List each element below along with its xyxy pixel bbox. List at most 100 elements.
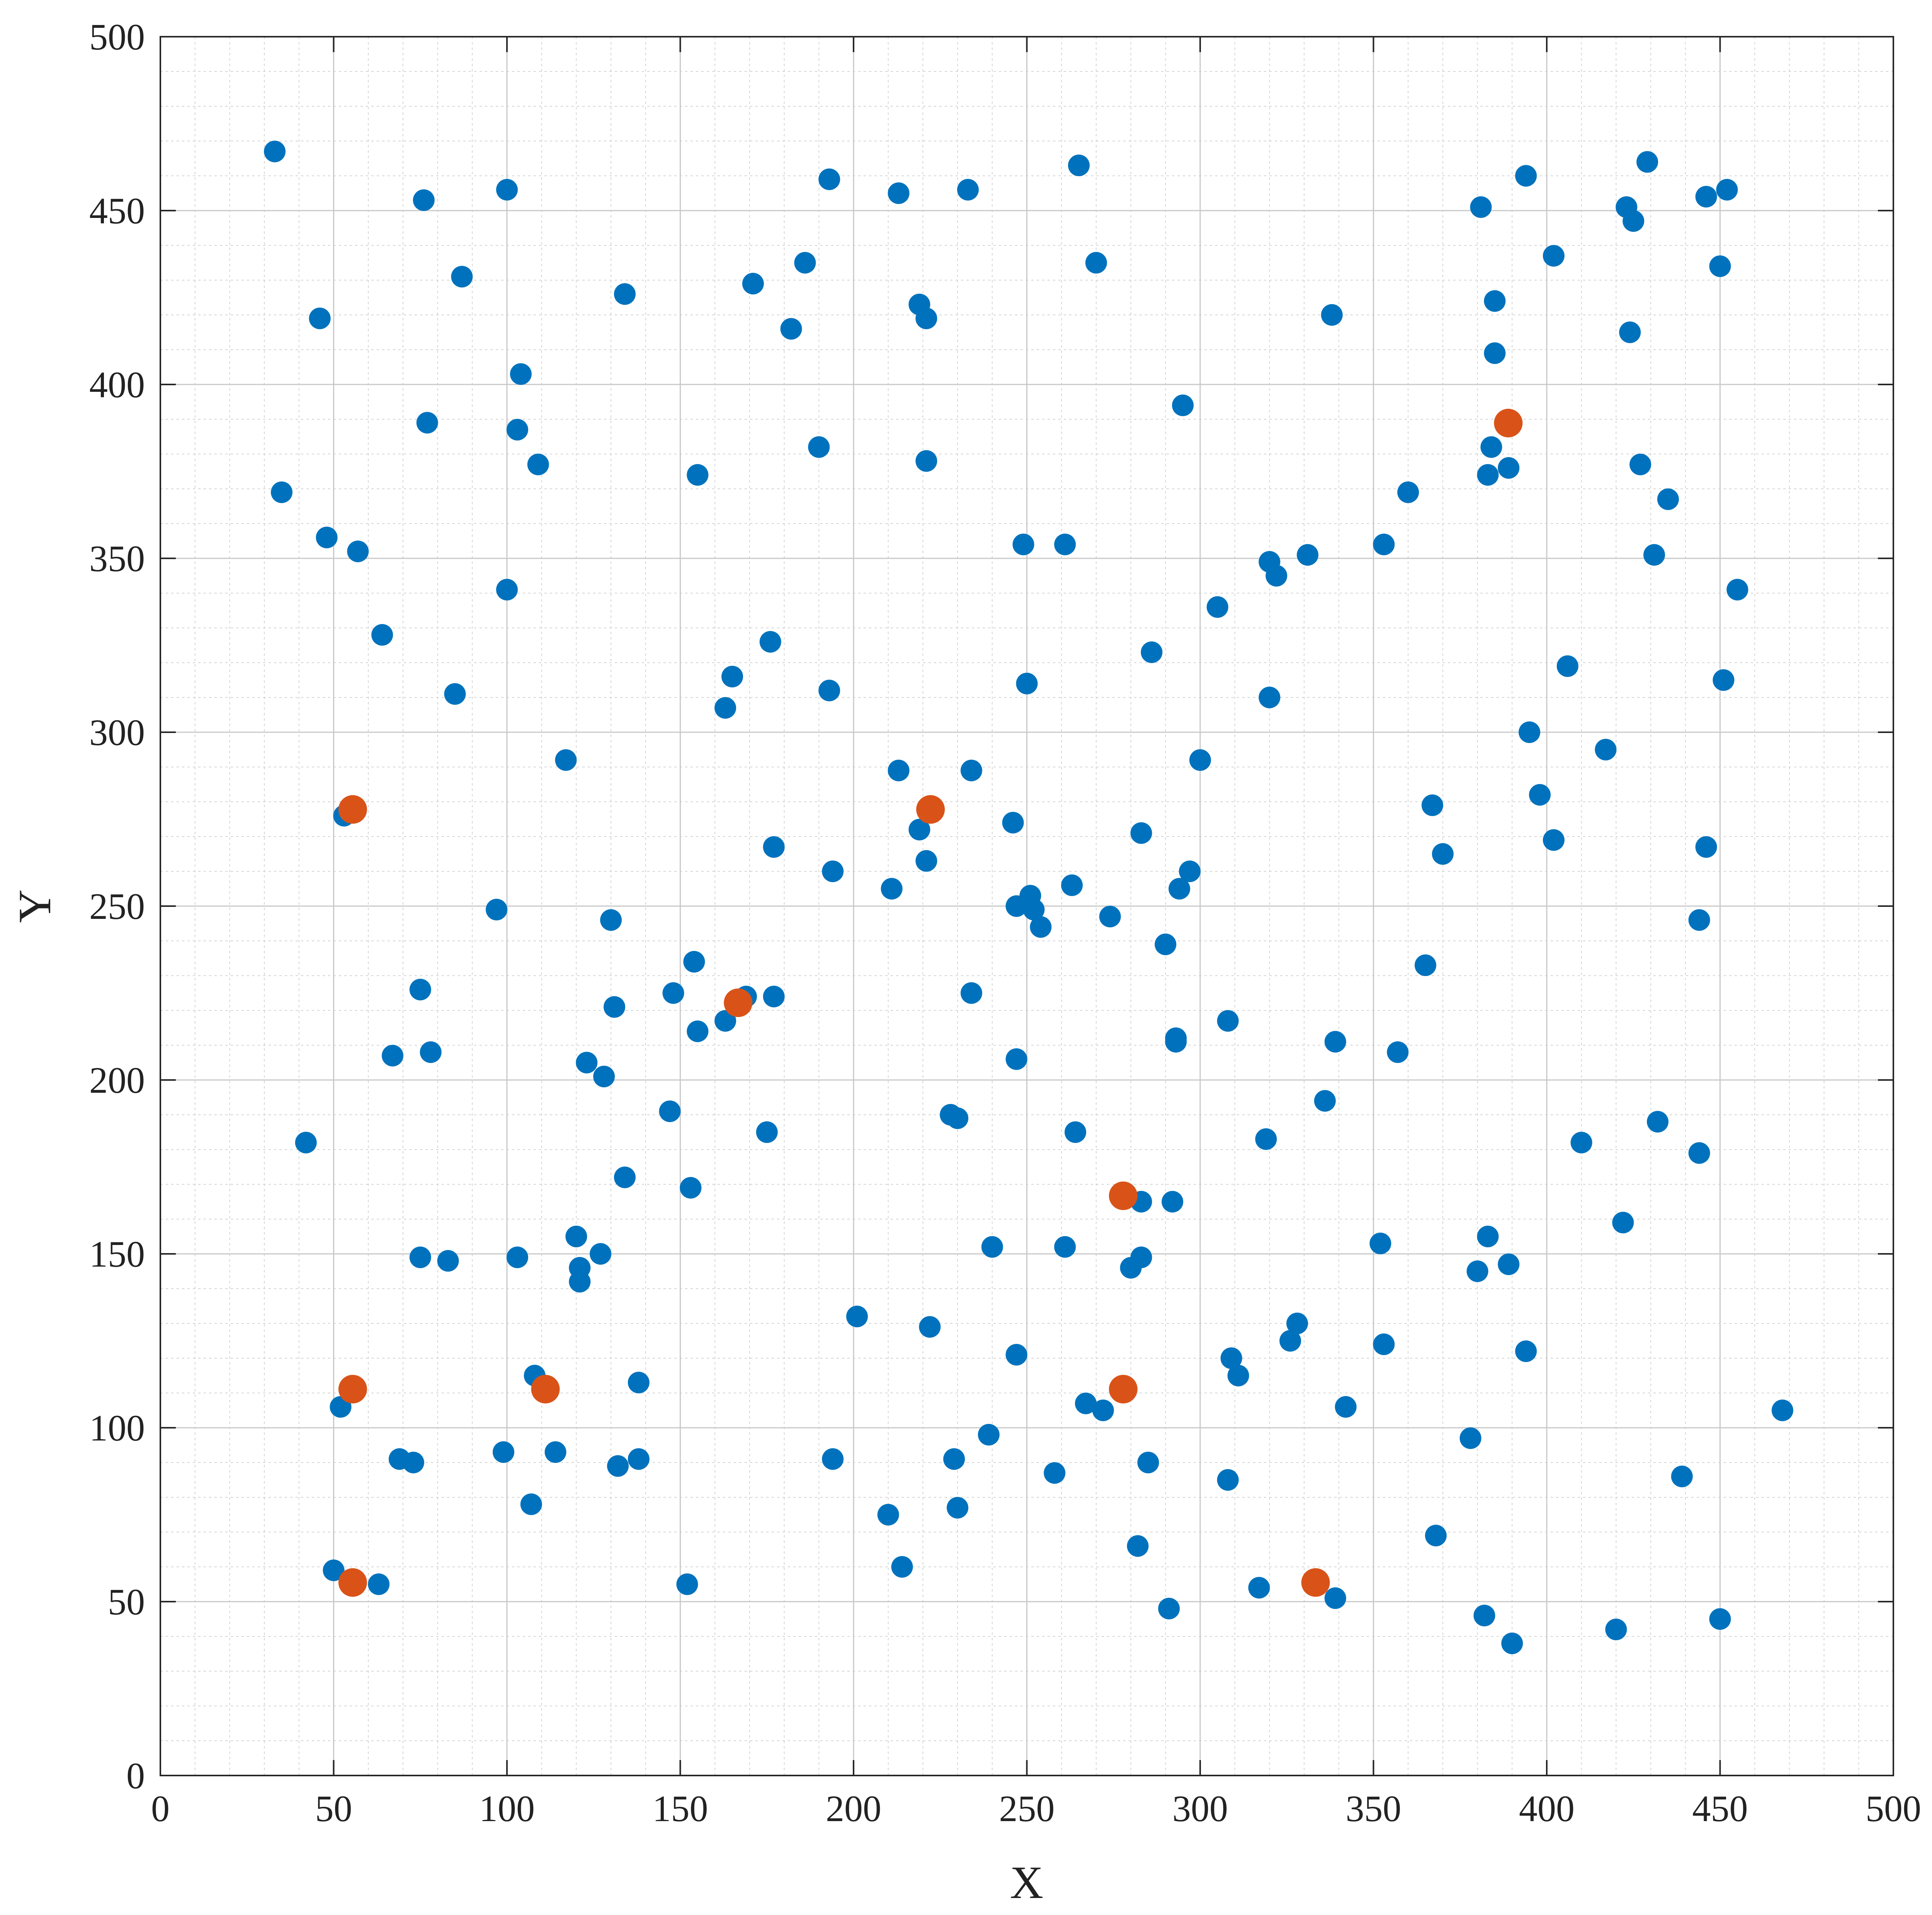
data-point [659, 1100, 681, 1122]
data-point [763, 836, 785, 858]
data-point [1092, 1400, 1114, 1421]
data-point [1259, 687, 1281, 708]
data-point [960, 760, 982, 781]
data-point [607, 1455, 629, 1477]
data-point [1248, 1577, 1270, 1599]
data-point [1227, 1365, 1249, 1386]
y-tick-label: 100 [89, 1407, 145, 1449]
data-point [402, 1452, 424, 1473]
data-point [413, 189, 435, 211]
data-point [1324, 1031, 1346, 1053]
data-point [309, 308, 331, 329]
data-point [947, 1497, 969, 1519]
x-tick-label: 100 [479, 1788, 535, 1829]
series-1 [264, 141, 1793, 1654]
data-point [1466, 1260, 1488, 1282]
data-point [794, 252, 816, 274]
data-point [1612, 1212, 1634, 1233]
data-point [1373, 534, 1395, 555]
data-point [943, 1448, 965, 1470]
x-axis-label: X [1010, 1857, 1044, 1908]
x-tick-label: 250 [999, 1788, 1055, 1829]
data-point [1421, 794, 1443, 816]
data-point [593, 1066, 615, 1087]
data-point [1709, 1608, 1731, 1630]
data-point [1498, 1253, 1520, 1275]
data-point [1529, 784, 1551, 806]
data-point [1099, 906, 1121, 927]
data-point [1314, 1090, 1336, 1112]
data-point [818, 168, 840, 190]
data-point [1206, 596, 1228, 618]
data-point [628, 1448, 650, 1470]
data-point [808, 436, 830, 458]
data-point [569, 1271, 591, 1293]
data-point [444, 683, 466, 705]
data-point [1109, 1181, 1138, 1210]
data-point [714, 697, 736, 719]
data-point [381, 1045, 403, 1066]
data-point [1543, 829, 1565, 851]
data-point [680, 1177, 702, 1199]
data-point [822, 1448, 844, 1470]
data-point [316, 527, 338, 548]
x-tick-label: 200 [826, 1788, 881, 1829]
data-point [323, 1560, 345, 1581]
data-point [506, 1247, 528, 1268]
data-point [915, 850, 937, 872]
data-point [1622, 210, 1645, 232]
data-point [338, 1568, 367, 1597]
data-point [1005, 1344, 1027, 1366]
series-2 [338, 408, 1523, 1597]
data-point [600, 909, 622, 931]
data-point [1570, 1132, 1592, 1153]
data-point [295, 1132, 317, 1153]
data-point [1726, 579, 1748, 600]
data-point [1373, 1333, 1395, 1355]
data-point [451, 266, 473, 287]
y-tick-label: 500 [89, 16, 145, 58]
data-point [1556, 655, 1578, 677]
data-point [1498, 457, 1520, 479]
data-point [1605, 1619, 1627, 1640]
x-tick-label: 400 [1519, 1788, 1575, 1829]
data-point [687, 464, 709, 486]
y-tick-label: 50 [108, 1581, 145, 1622]
data-point [1713, 669, 1735, 691]
data-point [1470, 196, 1492, 218]
major-grid [160, 37, 1893, 1776]
data-point [947, 1107, 969, 1129]
data-point [1301, 1568, 1330, 1597]
data-point [576, 1052, 598, 1073]
y-tick-label: 0 [126, 1755, 145, 1796]
data-point [1519, 721, 1541, 743]
data-point [1286, 1313, 1308, 1334]
data-point [1168, 878, 1190, 900]
y-tick-label: 450 [89, 190, 145, 231]
x-tick-label: 0 [151, 1788, 170, 1829]
x-tick-label: 300 [1172, 1788, 1228, 1829]
data-point [1130, 822, 1152, 844]
data-point [888, 182, 910, 204]
data-point [683, 951, 705, 973]
data-point [1688, 909, 1710, 931]
data-point [1397, 481, 1419, 503]
data-point [1501, 1633, 1523, 1654]
data-point [662, 982, 684, 1004]
data-point [888, 760, 910, 781]
y-axis-label: Y [9, 889, 60, 923]
data-point [604, 996, 626, 1018]
data-point [818, 680, 840, 701]
data-point [1023, 899, 1045, 920]
data-point [1005, 1048, 1027, 1070]
data-point [486, 899, 508, 920]
data-point [742, 273, 764, 294]
data-point [1002, 812, 1024, 833]
data-point [590, 1243, 612, 1265]
data-point [877, 1504, 899, 1526]
data-point [1030, 916, 1052, 938]
ticks: 0 50 100 150 200 250 300 350 400 450 500 0 50 100 150 2… [89, 16, 1921, 1829]
data-point [371, 624, 393, 646]
data-point [1647, 1111, 1669, 1133]
